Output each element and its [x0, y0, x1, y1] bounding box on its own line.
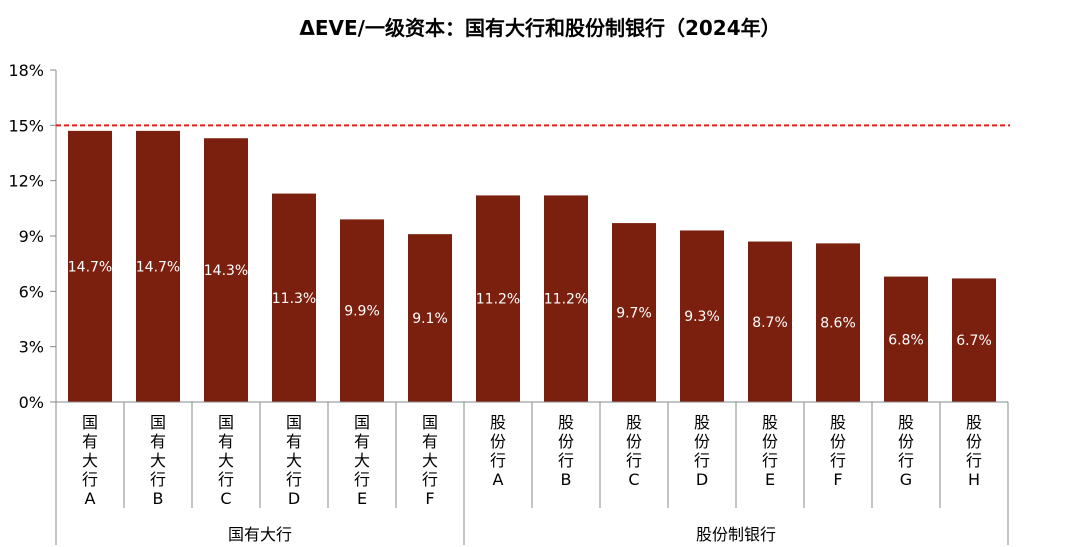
category-label: 股份行 F — [830, 413, 846, 489]
bar — [884, 276, 928, 402]
category-label: 股份行 D — [694, 413, 710, 489]
bar — [680, 230, 724, 402]
data-label: 11.2% — [476, 292, 520, 308]
y-tick-label: 0% — [19, 393, 44, 412]
bar — [952, 278, 996, 402]
data-label: 6.7% — [956, 333, 992, 349]
group-label: 国有大行 — [228, 525, 292, 544]
data-label: 9.1% — [412, 311, 448, 327]
category-label: 国有大行 A — [82, 413, 98, 508]
data-label: 14.7% — [136, 259, 180, 275]
bar — [340, 219, 384, 402]
category-label: 国有大行 F — [422, 413, 438, 508]
data-label: 14.3% — [204, 263, 248, 279]
category-label: 股份行 E — [762, 413, 778, 489]
chart-title: ΔEVE/一级资本：国有大行和股份制银行（2024年） — [299, 16, 781, 40]
y-tick-label: 6% — [19, 282, 44, 301]
bar — [408, 234, 452, 402]
bar — [136, 130, 180, 402]
bar — [476, 195, 520, 402]
data-label: 8.7% — [752, 315, 788, 331]
category-label: 国有大行 D — [286, 413, 302, 508]
y-tick-label: 9% — [19, 227, 44, 246]
data-label: 11.3% — [272, 291, 316, 307]
category-label: 股份行 H — [966, 413, 982, 489]
data-labels: 14.7% 14.7% 14.3% 11.3% 9.9% 9.1% 11.2% 11.2% 9.… — [68, 259, 992, 349]
y-axis: 0% 3% 6% 9% 12% 15% 18% — [8, 61, 57, 412]
data-label: 6.8% — [888, 332, 924, 348]
data-label: 14.7% — [68, 259, 112, 275]
bar — [544, 195, 588, 402]
y-tick-label: 3% — [19, 338, 44, 357]
bar — [612, 223, 656, 402]
data-label: 8.6% — [820, 316, 856, 332]
data-label: 9.3% — [684, 309, 720, 325]
category-label: 股份行 C — [626, 413, 642, 489]
category-label: 国有大行 E — [354, 413, 370, 508]
bar — [748, 241, 792, 402]
category-label: 国有大行 C — [218, 413, 234, 508]
bar — [68, 130, 112, 402]
x-axis: 国有大行 A 国有大行 B 国有大行 C 国有大行 D 国有大行 E 国有大行 F 股份行 A 股份行 B 股份… — [55, 401, 1009, 545]
data-label: 11.2% — [544, 292, 588, 308]
y-tick-label: 18% — [8, 61, 44, 80]
bar — [272, 193, 316, 402]
y-tick-label: 15% — [8, 116, 44, 135]
bars — [68, 130, 996, 402]
category-label: 股份行 A — [490, 413, 506, 489]
data-label: 9.9% — [344, 304, 380, 320]
category-label: 股份行 B — [558, 413, 574, 489]
bar — [204, 138, 248, 402]
group-label: 股份制银行 — [696, 525, 776, 544]
bar — [816, 243, 860, 402]
category-label: 股份行 G — [898, 413, 914, 489]
y-tick-label: 12% — [8, 172, 44, 191]
category-label: 国有大行 B — [150, 413, 166, 508]
data-label: 9.7% — [616, 306, 652, 322]
